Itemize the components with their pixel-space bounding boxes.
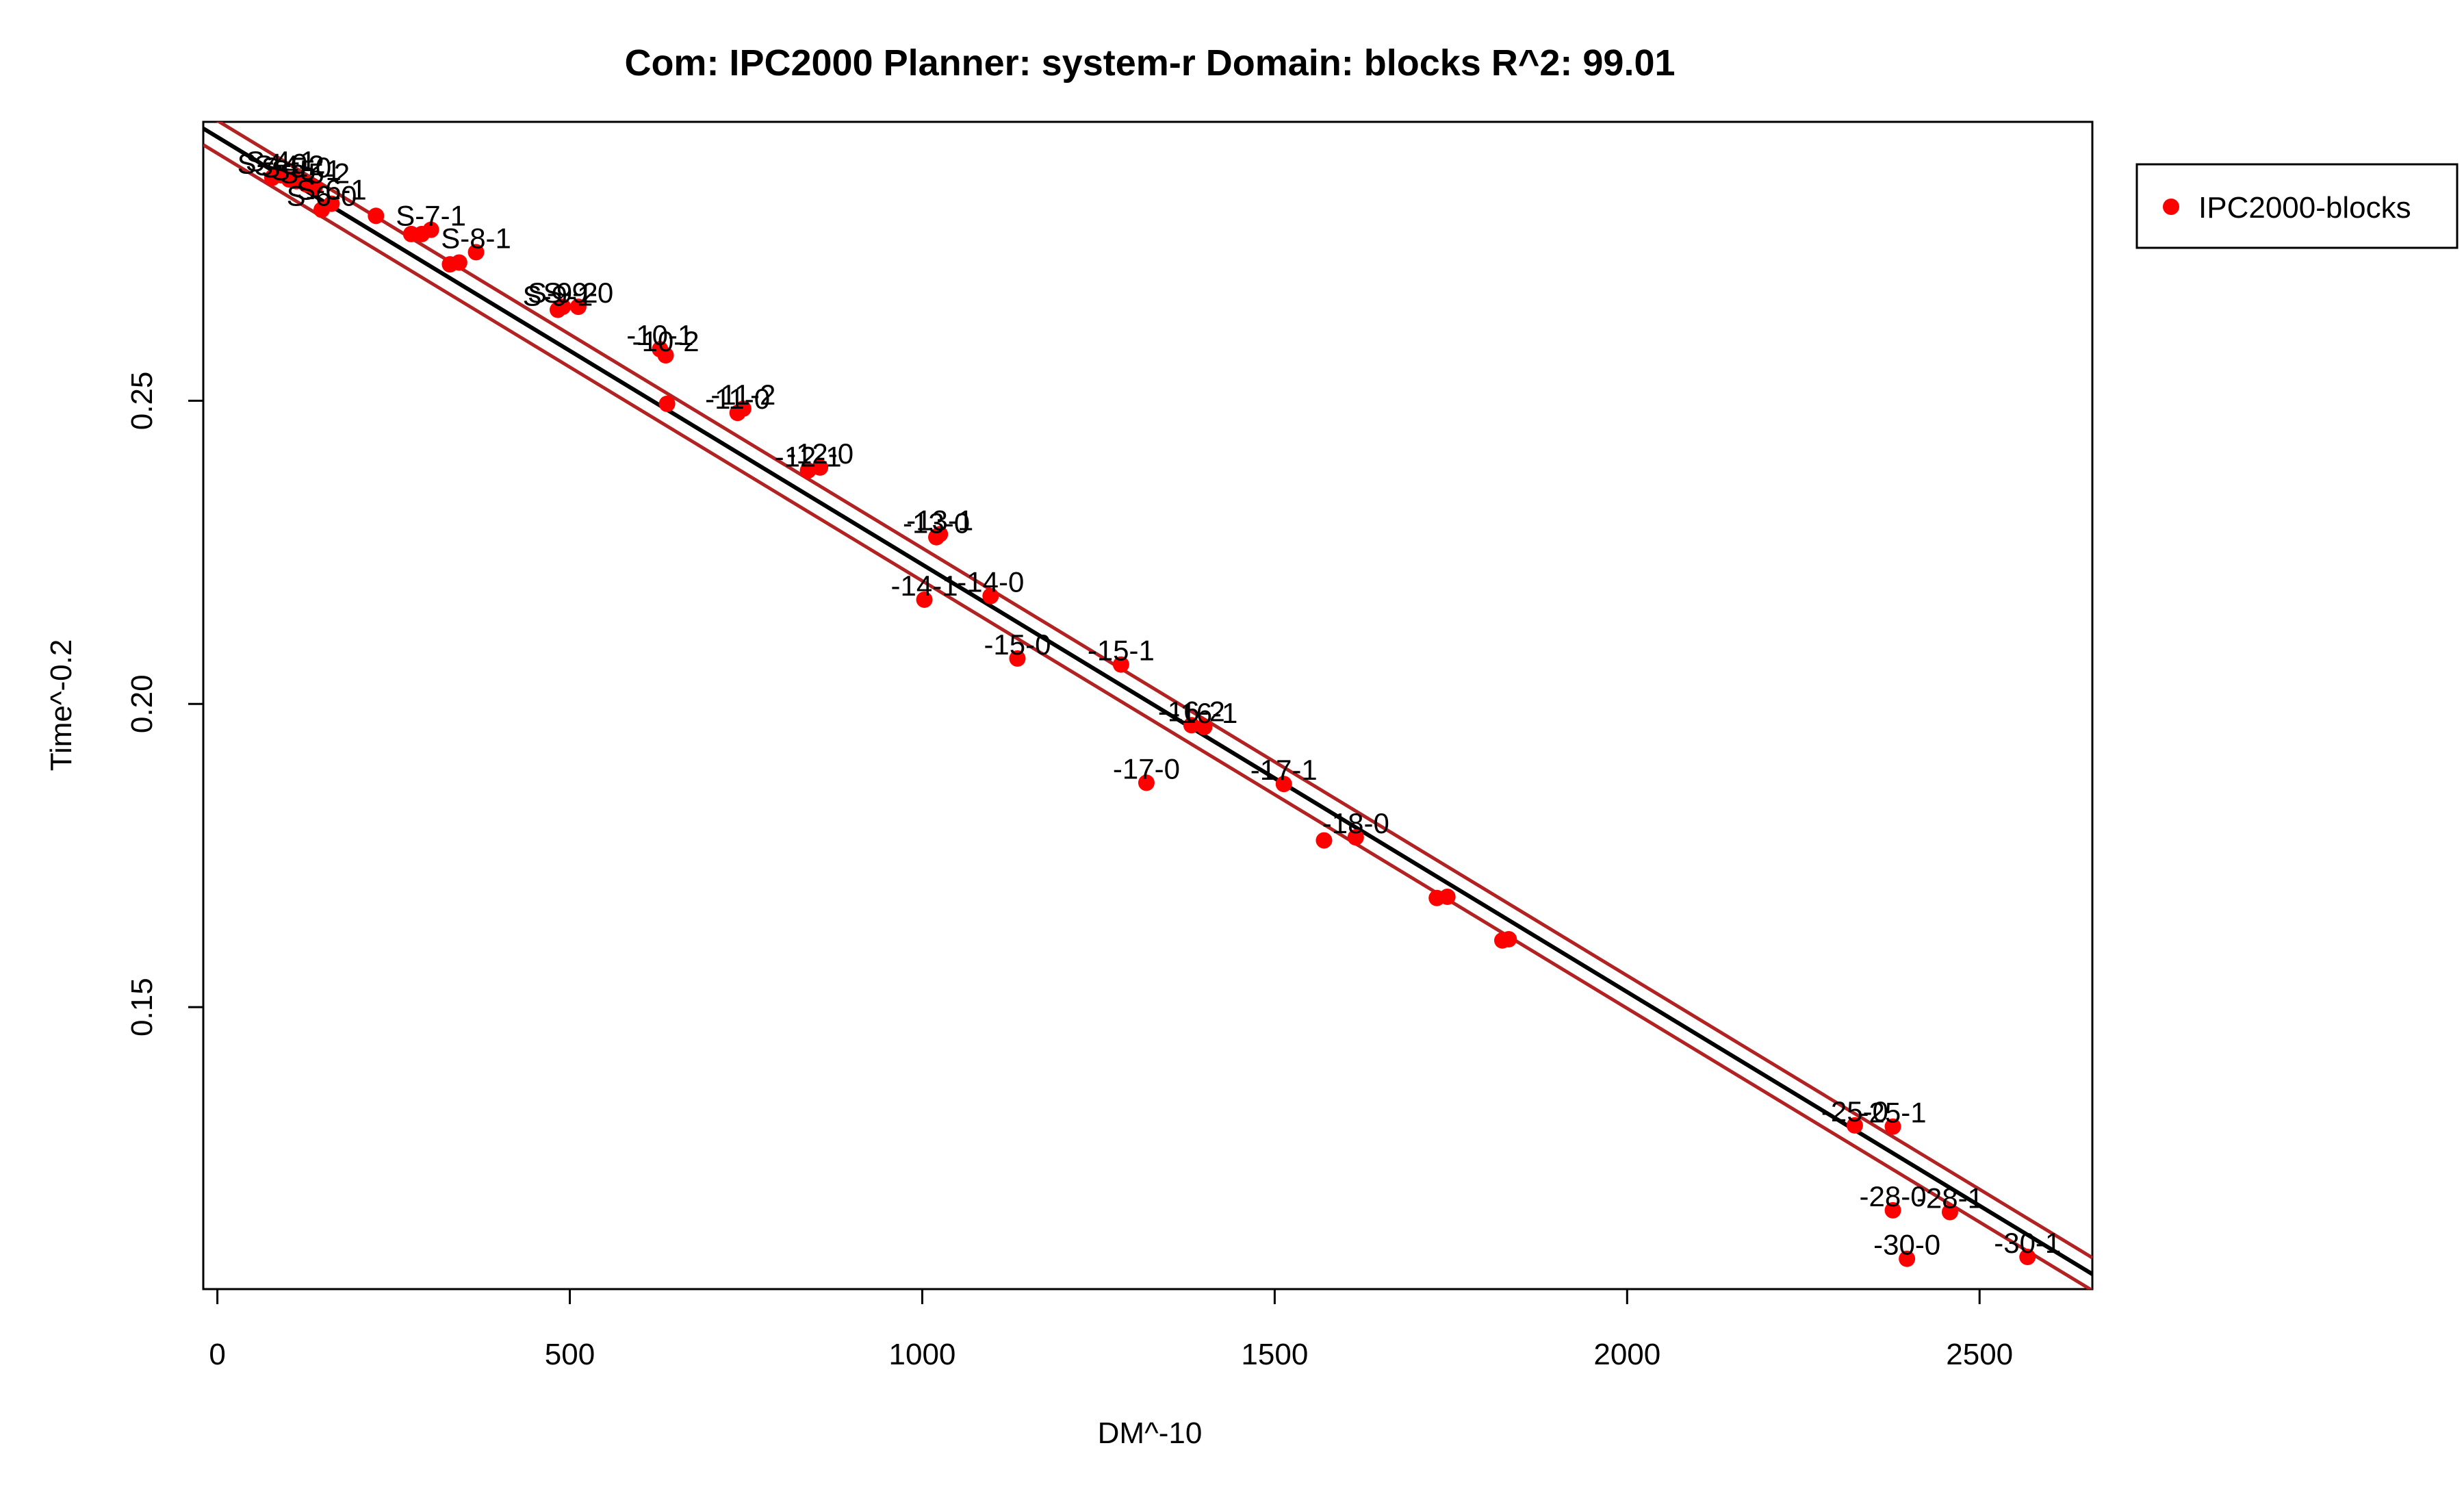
point-label: S-8-1 xyxy=(441,222,511,254)
point-label: -16-2 xyxy=(1158,695,1225,727)
legend-entry: IPC2000-blocks xyxy=(2198,191,2411,225)
x-tick-label: 0 xyxy=(209,1338,225,1371)
y-axis-label: Time^-0.2 xyxy=(44,639,78,772)
x-tick-label: 2000 xyxy=(1593,1338,1660,1371)
point-label: -12-0 xyxy=(786,437,854,470)
x-tick-label: 1500 xyxy=(1241,1338,1308,1371)
point-label: S-9-1 xyxy=(523,280,593,312)
data-point xyxy=(2019,1249,2036,1266)
y-tick-label: 0.25 xyxy=(125,372,159,431)
x-tick-label: 2500 xyxy=(1946,1338,2013,1371)
point-label: -30-1 xyxy=(1994,1227,2061,1259)
point-label: -15-0 xyxy=(984,628,1051,661)
point-label: -18-0 xyxy=(1322,807,1389,839)
point-label: S-6-1 xyxy=(296,174,367,206)
x-tick-label: 1000 xyxy=(889,1338,956,1371)
point-label: -14-0 xyxy=(957,566,1024,598)
point-label: -16-1 xyxy=(1170,697,1237,729)
regression-lines xyxy=(203,122,2092,1289)
data-point xyxy=(569,298,587,316)
point-label: -17-1 xyxy=(1250,754,1318,786)
data-point xyxy=(422,221,439,238)
point-label: -25-0 xyxy=(1821,1095,1888,1128)
data-point xyxy=(812,459,829,476)
data-point xyxy=(657,347,674,364)
point-label: S-5-1 xyxy=(271,154,342,186)
point-label: -25-1 xyxy=(1860,1097,1927,1129)
data-point xyxy=(658,395,676,412)
point-label: -13-0 xyxy=(903,507,970,539)
data-point xyxy=(1183,717,1200,734)
x-axis: 0 500 1000 1500 2000 2500 xyxy=(209,1288,2013,1371)
point-label: S-4-2 xyxy=(254,149,324,181)
legend-marker xyxy=(2163,199,2179,215)
data-point xyxy=(306,179,323,196)
point-label: -10-2 xyxy=(632,325,700,357)
point-label: -12-1 xyxy=(775,440,842,472)
data-point xyxy=(1112,656,1129,673)
data-point xyxy=(1941,1204,1958,1221)
point-label: S-6-0 xyxy=(287,179,357,212)
lower-band-line xyxy=(203,143,2092,1289)
data-point xyxy=(932,526,949,543)
data-point xyxy=(1846,1117,1863,1134)
data-point xyxy=(1899,1250,1916,1267)
y-tick-label: 0.15 xyxy=(125,978,159,1036)
data-point xyxy=(1884,1201,1901,1219)
point-label: -28-0 xyxy=(1860,1180,1927,1212)
point-label: S-9-2 xyxy=(528,277,598,309)
data-points xyxy=(264,166,2036,1267)
data-point xyxy=(1275,776,1292,793)
point-label: -14-1 xyxy=(891,570,958,602)
data-point xyxy=(916,591,933,608)
point-label: S-9-0 xyxy=(543,277,614,309)
data-point xyxy=(1316,832,1333,849)
data-point xyxy=(1884,1118,1901,1135)
data-point xyxy=(323,195,340,212)
upper-band-line xyxy=(216,122,2092,1260)
data-point xyxy=(982,587,999,604)
x-tick-label: 500 xyxy=(545,1338,595,1371)
point-label: -15-1 xyxy=(1088,635,1155,667)
point-label: -13-1 xyxy=(906,504,973,536)
point-label: -28-1 xyxy=(1916,1182,1984,1214)
data-point xyxy=(368,207,385,225)
legend-box xyxy=(2135,163,2459,249)
y-axis: 0.15 0.20 0.25 xyxy=(125,372,205,1036)
data-point xyxy=(1009,650,1026,667)
point-label: S-4-1 xyxy=(246,145,316,177)
data-point xyxy=(450,254,467,271)
point-label: S-4-0 xyxy=(238,147,308,179)
y-tick-label: 0.20 xyxy=(125,674,159,733)
data-point xyxy=(1347,829,1364,846)
data-point xyxy=(1500,930,1517,947)
chart-title: Com: IPC2000 Planner: system-r Domain: b… xyxy=(624,42,1675,84)
point-label: -17-0 xyxy=(1113,752,1180,785)
legend: IPC2000-blocks xyxy=(2135,163,2459,249)
data-point xyxy=(554,298,572,316)
plot-area xyxy=(202,120,2094,1290)
fit-line xyxy=(203,127,2092,1276)
data-point xyxy=(1439,888,1456,905)
point-labels: S-4-0S-4-1S-4-2S-5-0S-5-1S-5-2S-6-0S-6-1… xyxy=(238,145,2062,1261)
point-label: S-5-2 xyxy=(279,157,350,190)
point-label: -11-2 xyxy=(710,379,775,411)
point-label: S-7-1 xyxy=(396,200,466,232)
point-label: S-5-0 xyxy=(261,151,332,183)
data-point xyxy=(1138,774,1155,791)
data-point xyxy=(734,400,752,417)
point-label: -11-0 xyxy=(705,383,770,415)
point-label: -10-1 xyxy=(626,319,693,351)
data-point xyxy=(1196,718,1213,735)
data-point xyxy=(467,244,485,261)
point-label: -30-0 xyxy=(1873,1229,1940,1261)
x-axis-label: DM^-10 xyxy=(1098,1416,1203,1450)
